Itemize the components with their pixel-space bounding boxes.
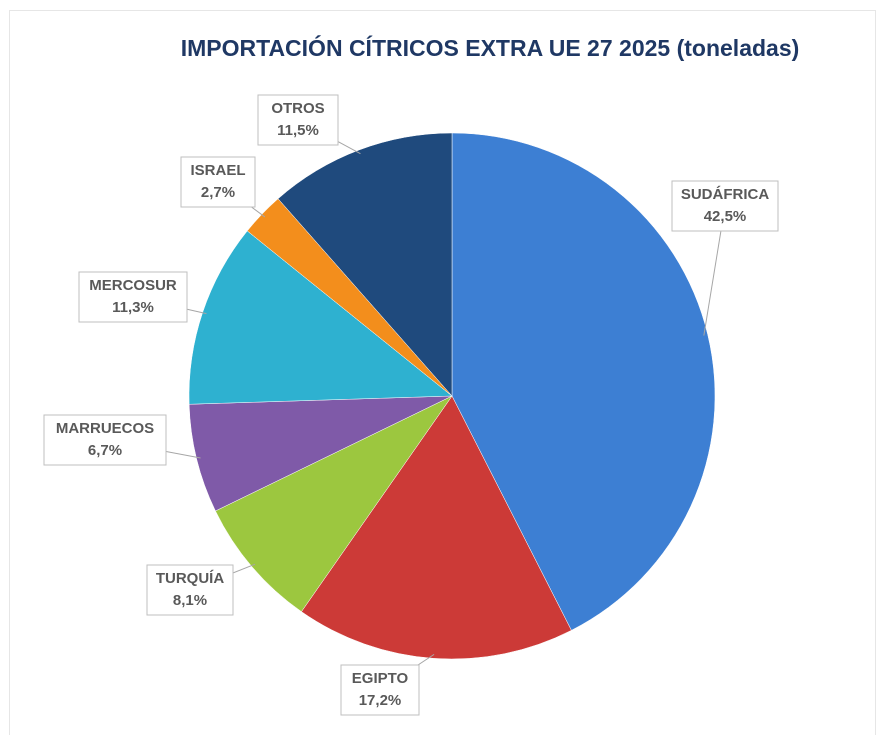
pie-slice — [301, 395, 572, 660]
slice-value: 42,5% — [704, 208, 747, 225]
slice-name: TURQUÍA — [156, 570, 224, 587]
slice-name: EGIPTO — [352, 670, 409, 687]
label-box — [257, 94, 339, 146]
slice-name: MARRUECOS — [56, 420, 154, 437]
label-box — [78, 271, 188, 323]
label-box — [43, 414, 167, 466]
chart-border — [9, 10, 876, 735]
slice-value: 8,1% — [173, 592, 207, 609]
pie-slice — [188, 395, 453, 512]
slice-value: 2,7% — [201, 184, 235, 201]
label-box — [340, 664, 420, 716]
slice-value: 11,5% — [277, 122, 319, 139]
slice-name: OTROS — [271, 100, 324, 117]
pie-slice — [451, 132, 716, 631]
slice-value: 17,2% — [359, 692, 402, 709]
label-box — [671, 180, 779, 232]
pie-slice — [215, 395, 453, 612]
pie-slice — [277, 132, 453, 397]
slice-name: SUDÁFRICA — [681, 186, 769, 203]
slice-name: ISRAEL — [190, 162, 245, 179]
slice-value: 11,3% — [112, 299, 154, 316]
slice-name: MERCOSUR — [89, 277, 177, 294]
label-box — [180, 156, 256, 208]
slice-value: 6,7% — [88, 442, 122, 459]
chart-title: IMPORTACIÓN CÍTRICOS EXTRA UE 27 2025 (t… — [181, 34, 800, 61]
label-box — [146, 564, 234, 616]
